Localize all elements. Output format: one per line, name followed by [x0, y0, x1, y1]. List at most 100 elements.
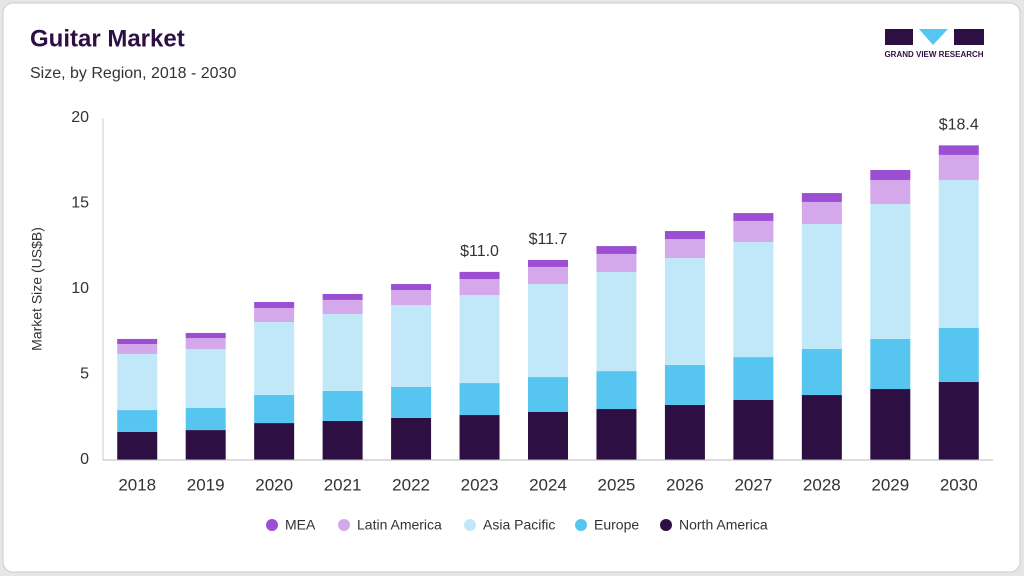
total-label: $11.0 — [460, 243, 499, 260]
bar-segment — [733, 213, 774, 221]
chart-title: Guitar Market — [30, 25, 185, 52]
bar-segment — [185, 349, 226, 409]
x-tick-label: 2026 — [666, 475, 704, 494]
y-tick-label: 5 — [80, 366, 89, 383]
bar-segment — [870, 204, 911, 339]
bar-segment — [596, 409, 637, 460]
x-tick-label: 2027 — [734, 475, 772, 494]
legend-swatch — [464, 519, 476, 531]
bar-segment — [459, 383, 500, 416]
bar-segment — [322, 293, 363, 300]
x-tick-label: 2023 — [461, 475, 499, 494]
bar-segment — [664, 231, 705, 240]
bar-segment — [391, 305, 432, 387]
logo-block — [885, 29, 913, 45]
x-tick-label: 2029 — [871, 475, 909, 494]
bar-segment — [938, 145, 979, 155]
x-tick-label: 2028 — [803, 475, 841, 494]
bar-segment — [391, 417, 432, 460]
bar-segment — [391, 290, 432, 306]
bar-segment — [391, 284, 432, 291]
bar-segment — [185, 430, 226, 460]
legend-swatch — [266, 519, 278, 531]
x-tick-label: 2018 — [118, 475, 156, 494]
bar-segment — [528, 284, 568, 378]
legend-swatch — [575, 519, 587, 531]
bar-segment — [254, 395, 295, 424]
bar-segment — [117, 353, 158, 411]
y-tick-label: 20 — [71, 109, 89, 126]
x-tick-label: 2022 — [392, 475, 430, 494]
bar-segment — [938, 327, 979, 383]
bar-segment — [254, 301, 295, 308]
x-tick-label: 2024 — [529, 475, 567, 494]
bar-segment — [117, 338, 158, 345]
bar-segment — [801, 193, 842, 202]
bar-segment — [117, 344, 158, 354]
bar-segment — [254, 423, 295, 460]
bar-segment — [528, 411, 568, 460]
bar-segment — [938, 154, 979, 181]
bar-segment — [801, 395, 842, 460]
bar-segment — [596, 246, 637, 254]
bar-segment — [664, 258, 705, 365]
bar-segment — [801, 349, 842, 396]
legend-swatch — [338, 519, 350, 531]
bar-segment — [733, 241, 774, 358]
x-tick-label: 2019 — [187, 475, 225, 494]
bar-segment — [596, 253, 637, 273]
legend-label: MEA — [285, 517, 316, 533]
x-tick-label: 2020 — [255, 475, 293, 494]
bar-segment — [870, 389, 911, 460]
bar-segment — [733, 220, 774, 242]
bar-segment — [938, 382, 979, 460]
y-tick-label: 10 — [71, 280, 89, 297]
bar-segment — [938, 180, 979, 328]
bar-segment — [870, 338, 911, 390]
bar-segment — [596, 272, 637, 372]
logo-mark — [919, 29, 948, 45]
bar-segment — [185, 332, 226, 339]
bar-segment — [528, 259, 568, 267]
bar-segment — [391, 386, 432, 418]
bar-segment — [185, 408, 226, 431]
bar-segment — [664, 364, 705, 405]
bar-segment — [664, 239, 705, 259]
bar-segment — [801, 224, 842, 350]
bar-segment — [733, 357, 774, 400]
legend-swatch — [660, 519, 672, 531]
bar-segment — [117, 410, 158, 432]
logo: GRAND VIEW RESEARCH — [884, 29, 984, 59]
bar-segment — [528, 266, 568, 285]
bar-segment — [322, 299, 363, 314]
bar-segment — [870, 180, 911, 205]
y-tick-label: 0 — [80, 451, 89, 468]
bar-segment — [870, 169, 911, 181]
bar-segment — [596, 371, 637, 410]
bar-segment — [322, 390, 363, 422]
total-label: $18.4 — [939, 117, 979, 134]
legend-label: Asia Pacific — [483, 517, 555, 533]
legend-label: Latin America — [357, 517, 442, 533]
bar-segment — [117, 431, 158, 460]
bar-segment — [185, 338, 226, 350]
logo-block — [954, 29, 984, 45]
legend-label: Europe — [594, 517, 639, 533]
bar-segment — [459, 271, 500, 280]
bar-segment — [322, 421, 363, 460]
x-tick-label: 2021 — [324, 475, 362, 494]
y-tick-label: 15 — [71, 195, 89, 212]
bar-segment — [733, 399, 774, 460]
bar-segment — [322, 313, 363, 391]
bar-segment — [459, 415, 500, 460]
bar-segment — [528, 377, 568, 412]
bar-segment — [254, 307, 295, 323]
x-tick-label: 2030 — [940, 475, 978, 494]
bar-segment — [801, 201, 842, 225]
bar-segment — [459, 294, 500, 384]
logo-text: GRAND VIEW RESEARCH — [884, 50, 983, 59]
y-axis-title: Market Size (US$B) — [29, 227, 45, 351]
bar-segment — [664, 404, 705, 460]
